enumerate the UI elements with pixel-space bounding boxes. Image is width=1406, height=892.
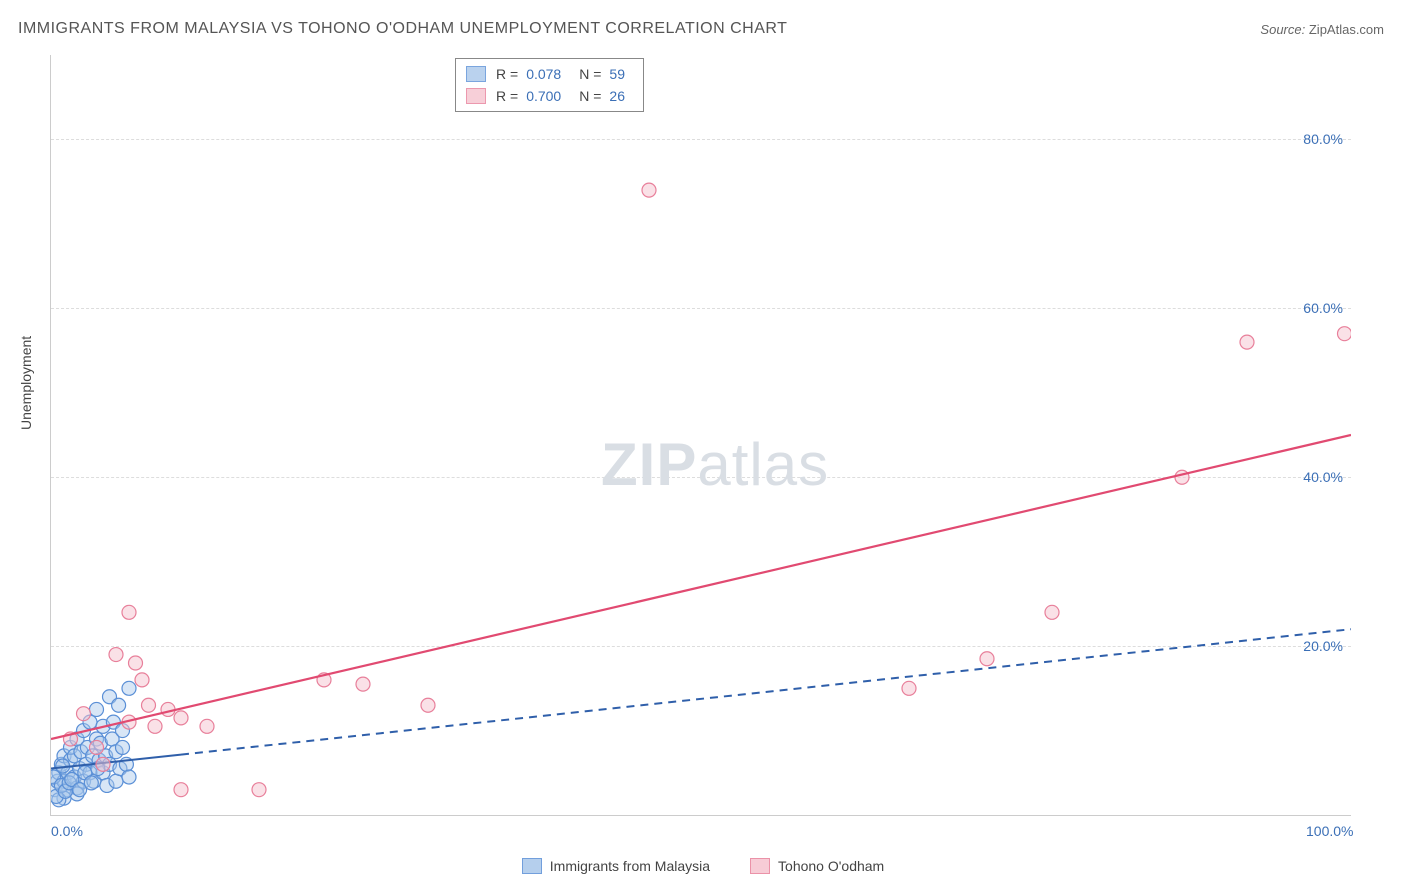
x-tick-label: 100.0% [1306,823,1353,839]
source-attribution: Source: ZipAtlas.com [1260,22,1384,37]
scatter-point [174,711,188,725]
scatter-point [122,681,136,695]
r-value: 0.700 [526,88,561,104]
scatter-point [1045,605,1059,619]
legend-item: Tohono O'odham [750,858,884,874]
scatter-point [112,698,126,712]
scatter-point [122,770,136,784]
scatter-point [116,740,130,754]
n-value: 59 [609,66,625,82]
scatter-point [902,681,916,695]
scatter-point [77,707,91,721]
scatter-point [109,774,123,788]
chart-title: IMMIGRANTS FROM MALAYSIA VS TOHONO O'ODH… [18,20,787,38]
n-value: 26 [609,88,625,104]
n-label: N = [579,66,601,82]
scatter-point [252,783,266,797]
r-label: R = [496,66,518,82]
scatter-point [200,719,214,733]
scatter-point [421,698,435,712]
scatter-point [90,702,104,716]
legend-row: R = 0.700 N = 26 [466,85,633,107]
scatter-point [980,652,994,666]
scatter-point [642,183,656,197]
x-tick-label: 0.0% [51,823,83,839]
source-value: ZipAtlas.com [1309,22,1384,37]
scatter-svg [51,55,1351,815]
y-axis-label: Unemployment [18,336,34,430]
legend-label: Immigrants from Malaysia [550,858,710,874]
scatter-point [148,719,162,733]
scatter-point [135,673,149,687]
r-label: R = [496,88,518,104]
legend-item: Immigrants from Malaysia [522,858,710,874]
source-label: Source: [1260,22,1305,37]
scatter-point [96,757,110,771]
legend-swatch [466,66,486,82]
scatter-point [122,605,136,619]
trend-line-dashed [181,629,1351,754]
r-value: 0.078 [526,66,561,82]
scatter-point [90,740,104,754]
trend-line [51,435,1351,739]
legend-swatch [522,858,542,874]
scatter-point [142,698,156,712]
scatter-point [129,656,143,670]
scatter-point [84,776,98,790]
legend-swatch [466,88,486,104]
legend-swatch [750,858,770,874]
scatter-point [356,677,370,691]
legend-row: R = 0.078 N = 59 [466,63,633,85]
scatter-point [174,783,188,797]
scatter-point [109,648,123,662]
chart-plot-area: ZIPatlas 20.0%40.0%60.0%80.0%0.0%100.0% [50,55,1351,816]
legend-label: Tohono O'odham [778,858,884,874]
scatter-point [1338,327,1352,341]
series-legend: Immigrants from Malaysia Tohono O'odham [0,858,1406,874]
scatter-point [1240,335,1254,349]
n-label: N = [579,88,601,104]
correlation-legend: R = 0.078 N = 59 R = 0.700 N = 26 [455,58,644,112]
